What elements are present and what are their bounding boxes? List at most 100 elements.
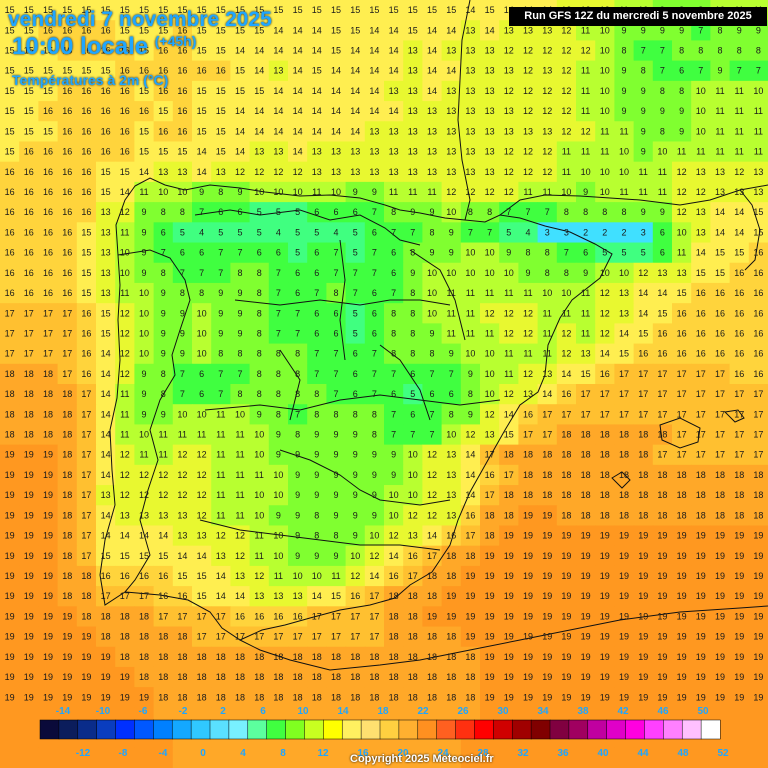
temperature-cell (403, 282, 423, 304)
temperature-cell (19, 141, 39, 163)
temperature-cell (537, 384, 558, 405)
temperature-value: 18 (638, 470, 648, 480)
temperature-value: 15 (235, 86, 245, 96)
temperature-cell (172, 101, 193, 122)
temperature-value: 9 (314, 470, 319, 480)
temperature-value: 14 (638, 288, 648, 298)
temperature-value: 16 (43, 268, 53, 278)
temperature-value: 17 (696, 389, 706, 399)
temperature-value: 11 (543, 187, 552, 197)
temperature-cell (115, 0, 135, 21)
temperature-cell (0, 323, 20, 345)
temperature-value: 18 (120, 632, 130, 642)
temperature-cell (422, 202, 443, 223)
temperature-value: 11 (504, 369, 513, 379)
temperature-value: 19 (504, 692, 514, 702)
temperature-value: 9 (295, 490, 300, 500)
temperature-cell (0, 181, 20, 203)
temperature-value: 12 (235, 167, 245, 177)
temperature-cell (614, 40, 635, 62)
temperature-cell (710, 60, 731, 82)
temperature-value: 13 (216, 551, 226, 561)
temperature-value: 19 (638, 692, 648, 702)
temperature-value: 18 (177, 632, 187, 642)
temperature-value: 9 (353, 510, 358, 520)
temperature-value: 9 (333, 510, 338, 520)
temperature-cell (403, 707, 423, 729)
temperature-cell (691, 181, 711, 203)
temperature-value: 16 (254, 611, 264, 621)
temperature-value: 15 (81, 288, 91, 298)
temperature-value: 18 (427, 692, 437, 702)
temperature-value: 10 (465, 349, 475, 359)
temperature-value: 9 (679, 106, 684, 116)
temperature-cell (441, 101, 462, 122)
temperature-value: 13 (542, 126, 552, 136)
temperature-value: 11 (447, 288, 456, 298)
temperature-value: 19 (696, 551, 706, 561)
temperature-value: 18 (446, 692, 456, 702)
temperature-cell (691, 60, 711, 82)
temperature-value: 6 (314, 268, 319, 278)
temperature-value: 13 (254, 591, 264, 601)
temperature-value: 18 (62, 531, 72, 541)
temperature-cell (499, 262, 519, 284)
temperature-cell (57, 121, 78, 142)
temperature-value: 8 (180, 288, 185, 298)
temperature-cell (307, 80, 327, 102)
temperature-value: 14 (465, 490, 475, 500)
temperature-cell (38, 242, 59, 264)
temperature-value: 9 (372, 510, 377, 520)
temperature-value: 16 (177, 126, 187, 136)
temperature-cell (230, 707, 251, 729)
temperature-value: 13 (446, 167, 456, 177)
temperature-value: 11 (523, 288, 532, 298)
temperature-cell (172, 80, 193, 102)
temperature-cell (633, 282, 654, 304)
temperature-value: 13 (446, 106, 456, 116)
temperature-cell (672, 384, 692, 405)
temperature-cell (288, 343, 308, 365)
temperature-cell (499, 303, 519, 324)
temperature-value: 18 (81, 611, 91, 621)
temperature-cell (460, 242, 481, 264)
temperature-cell (249, 141, 270, 163)
temperature-cell (0, 40, 20, 62)
temperature-cell (192, 323, 212, 345)
temperature-value: 16 (43, 207, 53, 217)
temperature-value: 11 (715, 147, 724, 157)
temperature-value: 17 (542, 430, 552, 440)
temperature-value: 12 (216, 531, 226, 541)
temperature-cell (710, 181, 731, 203)
temperature-value: 19 (753, 551, 763, 561)
temperature-cell (172, 20, 193, 41)
temperature-value: 10 (485, 389, 495, 399)
temperature-cell (268, 727, 289, 749)
temperature-cell (134, 80, 155, 102)
temperature-value: 18 (177, 692, 187, 702)
temperature-value: 19 (5, 490, 15, 500)
temperature-value: 17 (753, 430, 763, 440)
temperature-value: 7 (314, 349, 319, 359)
temperature-cell (268, 121, 289, 142)
temperature-cell (38, 60, 59, 82)
temperature-cell (460, 262, 481, 284)
temperature-value: 5 (257, 207, 262, 217)
temperature-cell (268, 323, 289, 345)
temperature-cell (153, 303, 174, 324)
temperature-value: 14 (235, 591, 245, 601)
temperature-cell (710, 707, 731, 729)
temperature-cell (153, 323, 174, 345)
temperature-value: 19 (24, 470, 34, 480)
temperature-cell (441, 20, 462, 41)
temperature-value: 19 (677, 652, 687, 662)
temperature-value: 15 (254, 86, 264, 96)
temperature-cell (691, 707, 711, 729)
temperature-cell (249, 121, 270, 142)
temperature-value: 12 (542, 106, 552, 116)
temperature-value: 10 (485, 268, 495, 278)
temperature-cell (211, 323, 231, 345)
temperature-value: 18 (427, 591, 437, 601)
temperature-value: 11 (658, 187, 667, 197)
temperature-value: 9 (660, 106, 665, 116)
